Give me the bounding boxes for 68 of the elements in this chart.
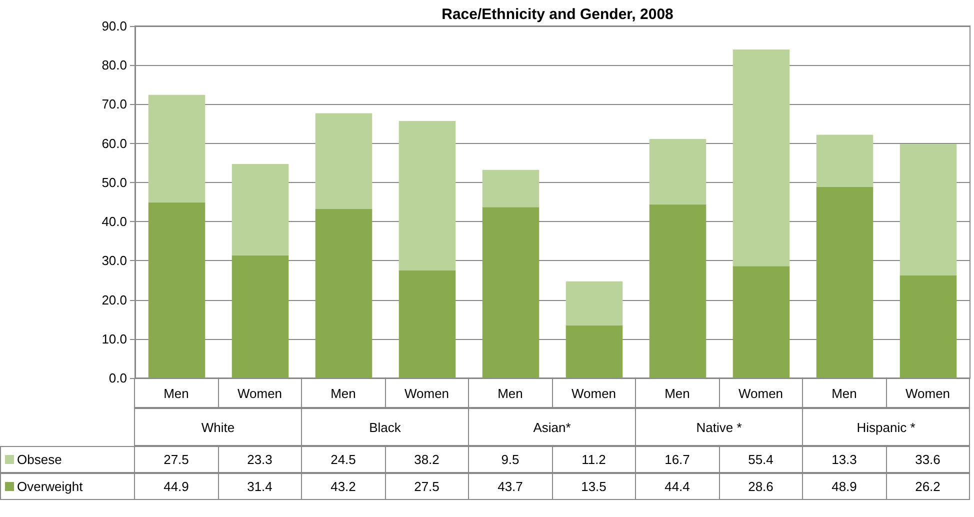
bar	[816, 134, 874, 187]
data-label: 44.4	[635, 473, 720, 500]
data-label: 13.3	[802, 446, 886, 473]
data-label: 26.2	[886, 473, 970, 500]
data-label: 44.9	[134, 473, 218, 500]
data-label: 23.3	[218, 446, 302, 473]
data-label: 13.5	[552, 473, 636, 500]
bar	[482, 207, 540, 378]
legend-label: Obsese	[0, 446, 135, 473]
text: White	[134, 408, 302, 446]
data-label: 28.6	[718, 473, 803, 500]
x-tick-label: Women	[552, 378, 636, 408]
text: Asian*	[468, 408, 636, 446]
y-tick-label: 90.0	[102, 18, 127, 34]
bar	[315, 209, 372, 378]
text: Native *	[635, 408, 803, 446]
x-tick-label: Men	[468, 378, 552, 408]
bar	[566, 325, 623, 378]
data-label: 9.5	[468, 446, 552, 473]
y-tick-label: 30.0	[102, 253, 127, 268]
x-tick-label: Men	[635, 378, 720, 408]
data-label: 33.6	[886, 446, 970, 473]
bar	[649, 204, 706, 378]
bar	[148, 94, 206, 202]
text: Hispanic *	[802, 408, 970, 446]
y-tick-label: 10.0	[102, 331, 127, 346]
data-label: 27.5	[134, 446, 218, 473]
bar	[732, 266, 790, 378]
y-tick-label: 80.0	[102, 58, 127, 73]
y-tick-label: 60.0	[102, 136, 127, 151]
bar	[398, 270, 456, 378]
data-label: 43.2	[301, 473, 386, 500]
bar	[315, 113, 372, 210]
x-tick-label: Women	[718, 378, 803, 408]
data-label: 38.2	[384, 446, 469, 473]
bar	[649, 139, 706, 204]
bar	[398, 121, 456, 270]
y-tick-label: 0.0	[108, 370, 127, 386]
x-tick-label: Women	[218, 378, 302, 408]
bar	[482, 170, 540, 208]
chart-title: Race/Ethnicity and Gender, 2008	[442, 6, 674, 23]
data-label: 24.5	[301, 446, 386, 473]
bar	[816, 186, 874, 378]
x-tick-label: Women	[384, 378, 469, 408]
x-tick-label: Women	[886, 378, 970, 408]
data-label: 11.2	[552, 446, 636, 473]
data-label: 31.4	[218, 473, 302, 500]
x-tick-label: Men	[802, 378, 886, 408]
bar	[232, 164, 289, 256]
x-tick-label: Men	[301, 378, 386, 408]
y-tick-label: 70.0	[102, 96, 127, 112]
data-label: 48.9	[802, 473, 886, 500]
data-label: 27.5	[384, 473, 469, 500]
data-label: 16.7	[635, 446, 720, 473]
y-tick-label: 20.0	[102, 292, 127, 308]
bar	[232, 255, 289, 378]
data-label: 55.4	[718, 446, 803, 473]
text: Black	[301, 408, 469, 446]
bar	[900, 144, 957, 276]
bar	[566, 281, 623, 326]
y-tick-label: 40.0	[102, 214, 127, 230]
bar	[148, 202, 206, 378]
legend-label: Overweight	[0, 473, 135, 500]
x-tick-label: Men	[134, 378, 218, 408]
data-label: 43.7	[468, 473, 552, 500]
y-tick-label: 50.0	[102, 174, 127, 190]
bar	[900, 276, 957, 378]
bar	[732, 49, 790, 266]
